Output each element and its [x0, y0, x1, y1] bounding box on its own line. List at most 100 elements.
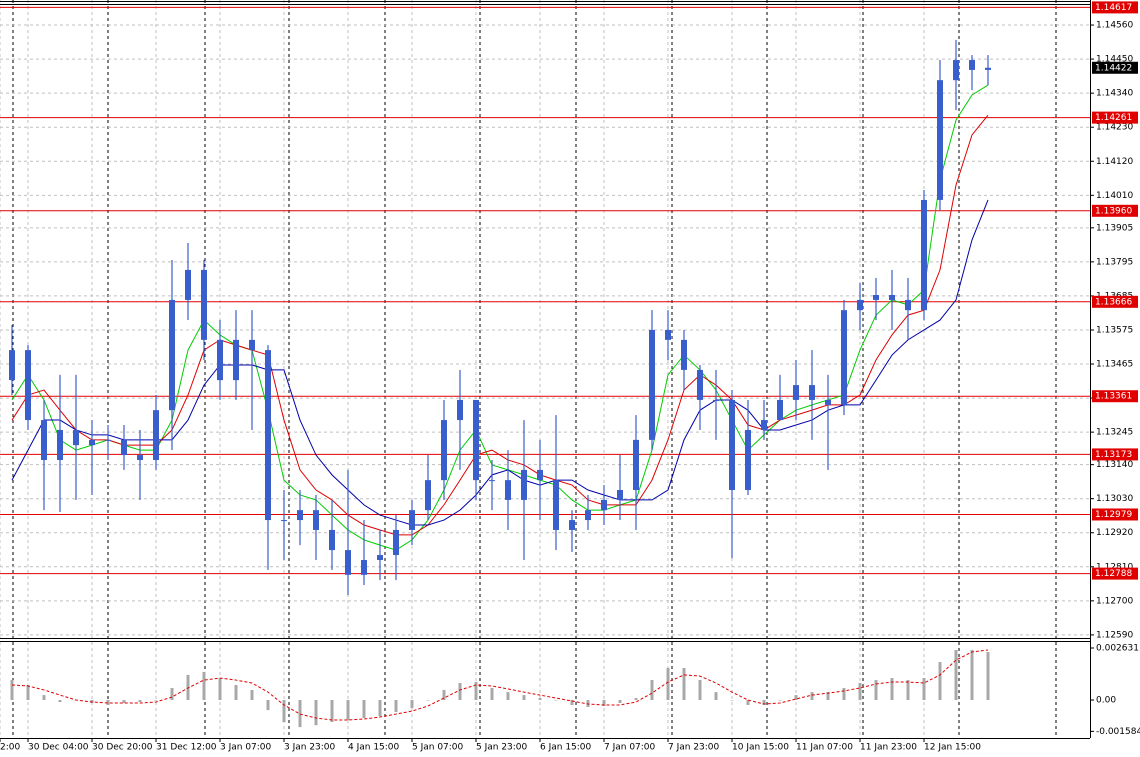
- candle-body: [553, 480, 559, 530]
- candle-body: [985, 67, 991, 70]
- candle-body: [473, 399, 479, 481]
- x-tick-label: 30 Dec 04:00: [28, 743, 89, 753]
- histogram-bar: [506, 692, 510, 701]
- candle-body: [617, 490, 623, 500]
- x-tick-label: 2:00: [0, 743, 20, 753]
- candle-body: [601, 499, 607, 511]
- candle-body: [777, 399, 783, 421]
- y-tick-label: 1.14120: [1096, 157, 1133, 167]
- histogram-bar: [154, 700, 158, 701]
- histogram-bar: [378, 700, 382, 717]
- candle-body: [41, 420, 47, 460]
- x-tick-label: 11 Jan 23:00: [860, 743, 917, 753]
- price-line-label: 1.12979: [1095, 510, 1132, 520]
- histogram-bar: [314, 700, 318, 726]
- histogram-bar: [602, 700, 606, 706]
- histogram-bar: [122, 700, 126, 703]
- signal-line: [11, 649, 989, 721]
- y-tick-label: 1.14230: [1096, 123, 1133, 133]
- y-tick-label: 1.14560: [1096, 21, 1133, 31]
- histogram-bar: [874, 680, 878, 701]
- histogram-bar: [282, 700, 286, 722]
- candle-body: [425, 480, 431, 511]
- price-line-label: 1.13960: [1095, 206, 1132, 216]
- y-tick-label: 1.12590: [1096, 630, 1133, 640]
- moving-average-line: [11, 199, 989, 526]
- candle-body: [281, 520, 287, 522]
- candle-body: [921, 199, 927, 311]
- histogram-bar: [938, 662, 942, 701]
- histogram-bar: [810, 692, 814, 701]
- histogram-bar: [570, 700, 574, 705]
- y-tick-label: 1.13905: [1096, 223, 1133, 233]
- x-tick-label: 10 Jan 15:00: [732, 743, 789, 753]
- y-tick-label: 0.00: [1096, 696, 1116, 706]
- current-price-label: 1.14422: [1095, 63, 1132, 73]
- histogram-bar: [986, 651, 990, 701]
- histogram-bar: [202, 671, 206, 701]
- histogram-bar: [762, 700, 766, 705]
- candle-body: [969, 60, 975, 70]
- price-line-label-box: [1092, 1, 1138, 14]
- histogram-bar: [298, 700, 302, 728]
- candle-body: [649, 329, 655, 440]
- candle-body: [585, 510, 591, 521]
- price-line-label-box: [1092, 567, 1138, 580]
- y-tick-label: -0.001584: [1096, 727, 1140, 737]
- x-tick-label: 12 Jan 15:00: [924, 743, 981, 753]
- histogram-bar: [906, 680, 910, 701]
- price-line-label-box: [1092, 390, 1138, 403]
- y-tick-label: 0.002631: [1096, 644, 1139, 654]
- candle-body: [889, 294, 895, 300]
- y-tick-label: 1.13245: [1096, 428, 1133, 438]
- price-line-label: 1.13666: [1095, 297, 1132, 307]
- x-tick-label: 11 Jan 07:00: [796, 743, 853, 753]
- candle-body: [377, 555, 383, 560]
- histogram-bar: [698, 680, 702, 701]
- histogram-bar: [522, 695, 526, 701]
- histogram-bar: [890, 678, 894, 701]
- x-tick-label: 3 Jan 07:00: [220, 743, 272, 753]
- histogram-bar: [554, 700, 558, 701]
- candle-body: [137, 455, 143, 460]
- candle-body: [73, 429, 79, 446]
- histogram-bar: [58, 700, 62, 703]
- candle-body: [409, 510, 415, 530]
- candle-body: [329, 529, 335, 551]
- histogram-bar: [922, 678, 926, 701]
- candle-body: [233, 339, 239, 381]
- candle-body: [169, 299, 175, 411]
- candle-body: [9, 350, 15, 381]
- candle-body: [489, 480, 495, 482]
- x-tick-label: 7 Jan 07:00: [604, 743, 656, 753]
- candle-body: [153, 410, 159, 460]
- x-tick-label: 5 Jan 07:00: [412, 743, 464, 753]
- histogram-bar: [618, 700, 622, 703]
- candle-body: [57, 429, 63, 460]
- histogram-bar: [426, 700, 430, 701]
- candle-body: [201, 269, 207, 340]
- histogram-bar: [410, 700, 414, 708]
- price-line-label: 1.13173: [1095, 450, 1132, 460]
- histogram-bar: [26, 685, 30, 701]
- plot-layer: [0, 0, 1090, 738]
- histogram-bar: [250, 689, 254, 701]
- histogram-bar: [330, 700, 334, 722]
- candle-body: [841, 310, 847, 405]
- histogram-bar: [778, 700, 782, 701]
- candle-body: [217, 339, 223, 381]
- x-tick-label: 30 Dec 20:00: [92, 743, 153, 753]
- histogram-bar: [682, 667, 686, 701]
- histogram-bar: [474, 682, 478, 701]
- candle-body: [521, 469, 527, 500]
- histogram-bar: [42, 695, 46, 701]
- histogram-bar: [394, 700, 398, 713]
- candle-body: [937, 80, 943, 200]
- candle-body: [441, 420, 447, 481]
- histogram-bar: [842, 687, 846, 701]
- histogram-bar: [858, 683, 862, 701]
- price-line-label-box: [1092, 295, 1138, 308]
- candle-body: [457, 399, 463, 421]
- candle-body: [185, 269, 191, 300]
